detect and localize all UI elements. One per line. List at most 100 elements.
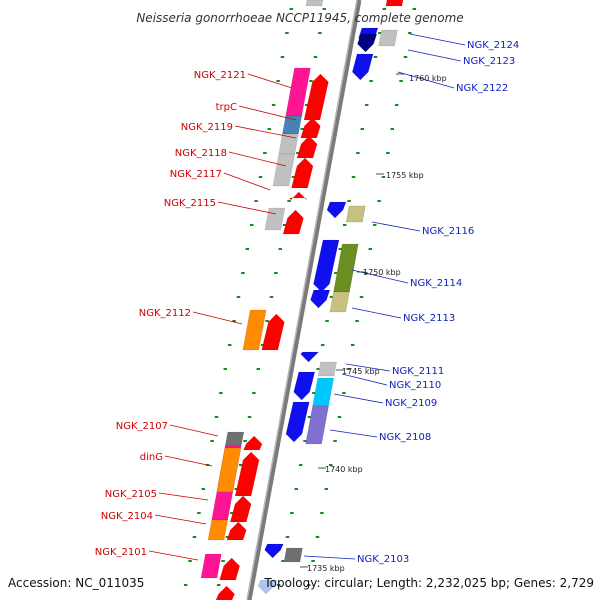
leader-right-2	[397, 71, 455, 89]
guide-dash-outer-left	[289, 8, 294, 10]
feature-ngk-2110	[293, 371, 316, 401]
guide-dash-outer-left	[276, 80, 280, 82]
guide-dash-outer-right	[372, 224, 377, 226]
guide-dash-inner-right	[342, 224, 347, 226]
guide-dash-inner-right	[334, 272, 338, 274]
gene-label-ding: dinG	[140, 452, 163, 463]
gene-label-ngk-2112: NGK_2112	[139, 308, 191, 319]
guide-dash-outer-left	[197, 512, 201, 514]
feature-ngk-2112	[242, 309, 267, 351]
guide-dash-inner-left	[265, 320, 269, 322]
guide-dash-inner-right	[360, 128, 365, 130]
leader-right-1	[407, 49, 462, 62]
feature-ngk-2123	[357, 33, 378, 53]
gene-label-ngk-2103: NGK_2103	[357, 554, 409, 565]
guide-dash-inner-right	[298, 464, 303, 466]
guide-dash-inner-right	[312, 392, 316, 394]
guide-dash-outer-left	[201, 488, 206, 490]
gene-label-ngk-2109: NGK_2109	[385, 398, 437, 409]
map-title: Neisseria gonorrhoeae NCCP11945, complet…	[136, 11, 463, 25]
leader-left-0	[247, 73, 293, 89]
gene-label-ngk-2115: NGK_2115	[164, 198, 216, 209]
gene-label-ngk-2118: NGK_2118	[175, 148, 227, 159]
feature-ngk-2116-a	[326, 201, 347, 219]
guide-dash-outer-left	[271, 104, 276, 106]
guide-dash-inner-left	[216, 584, 221, 586]
feature-ngk-2119	[278, 133, 299, 155]
guide-dash-inner-left	[234, 488, 239, 490]
guide-dash-outer-left	[219, 392, 223, 394]
guide-dash-inner-right	[320, 344, 325, 346]
leader-right-0	[409, 33, 466, 46]
tick-labels: 1760 kbp 1755 kbp 1750 kbp 1745 kbp 1740…	[307, 74, 447, 573]
feature-ngk-2107	[224, 431, 245, 447]
guide-dash-inner-left	[278, 248, 283, 250]
feature-small-red	[289, 191, 308, 201]
guide-dash-inner-left	[313, 56, 318, 58]
gene-label-ngk-2104: NGK_2104	[101, 511, 153, 522]
guide-dash-inner-right	[329, 296, 334, 298]
feature-top-grey	[305, 0, 324, 7]
guide-dash-outer-right	[403, 56, 408, 58]
guide-dash-outer-left	[280, 56, 285, 58]
feature-ngk-2101	[200, 553, 222, 579]
tick-label-1740: 1740 kbp	[325, 465, 363, 474]
feature-ngk-2111-a	[300, 351, 320, 363]
guide-dash-inner-left	[260, 344, 265, 346]
guide-dash-inner-right	[347, 200, 351, 202]
gene-label-ngk-2124: NGK_2124	[467, 40, 519, 51]
guide-dash-outer-left	[258, 176, 263, 178]
guide-dash-inner-right	[364, 104, 369, 106]
feature-ngk-2103-a	[264, 543, 284, 559]
gene-label-ngk-2111: NGK_2111	[392, 366, 444, 377]
feature-ngk-2111	[317, 361, 337, 377]
guide-dash-outer-left	[241, 272, 245, 274]
guide-dash-outer-left	[236, 296, 241, 298]
guide-dash-outer-right	[412, 8, 417, 10]
leader-left-6	[192, 311, 243, 325]
feature-top-red	[385, 0, 404, 7]
guide-dash-inner-left	[296, 152, 300, 154]
tick-label-1750: 1750 kbp	[363, 268, 401, 277]
guide-dash-inner-left	[269, 296, 274, 298]
guide-dash-outer-right	[381, 176, 386, 178]
leader-right-8	[333, 393, 384, 404]
guide-dash-inner-right	[373, 56, 378, 58]
guide-dash-outer-right	[350, 344, 355, 346]
guide-dash-outer-left	[285, 32, 289, 34]
feature-ngk-2103	[283, 547, 303, 563]
guide-dash-outer-right	[386, 152, 390, 154]
guide-dash-outer-right	[346, 368, 351, 370]
guide-dash-outer-right	[394, 104, 399, 106]
guide-dash-inner-right	[325, 320, 329, 322]
right-gene-labels: NGK_2124 NGK_2123 NGK_2122 NGK_2116 NGK_…	[357, 40, 519, 565]
leader-left-1	[238, 105, 297, 121]
feature-ngk-2115	[282, 209, 304, 235]
guide-dash-inner-right	[281, 560, 285, 562]
feature-bottom-blue	[257, 579, 278, 595]
gene-label-ngk-2123: NGK_2123	[463, 56, 515, 67]
guide-dash-outer-right	[368, 248, 373, 250]
guide-dash-outer-left	[267, 128, 272, 130]
guide-dash-outer-right	[377, 200, 381, 202]
feature-ngk-2112-arrow	[261, 313, 285, 351]
guide-dash-outer-right	[320, 512, 324, 514]
gene-label-ngk-2119: NGK_2119	[181, 122, 233, 133]
leader-right-3	[371, 221, 421, 232]
guide-dash-inner-left	[291, 176, 296, 178]
gene-label-ngk-2105: NGK_2105	[105, 489, 157, 500]
feature-bottom-red	[215, 585, 235, 600]
feature-ngk-2105	[211, 491, 234, 521]
guide-dash-inner-right	[378, 32, 382, 34]
guide-dash-inner-left	[318, 32, 322, 34]
feature-ngk-2115-a	[264, 207, 286, 231]
gene-label-ngk-2113: NGK_2113	[403, 313, 455, 324]
guide-dash-outer-left	[227, 344, 232, 346]
guide-dash-inner-right	[316, 368, 321, 370]
gene-label-ngk-2114: NGK_2114	[410, 278, 462, 289]
leader-right-6	[345, 363, 391, 372]
guide-dash-outer-right	[324, 488, 329, 490]
guide-dash-inner-right	[356, 152, 360, 154]
